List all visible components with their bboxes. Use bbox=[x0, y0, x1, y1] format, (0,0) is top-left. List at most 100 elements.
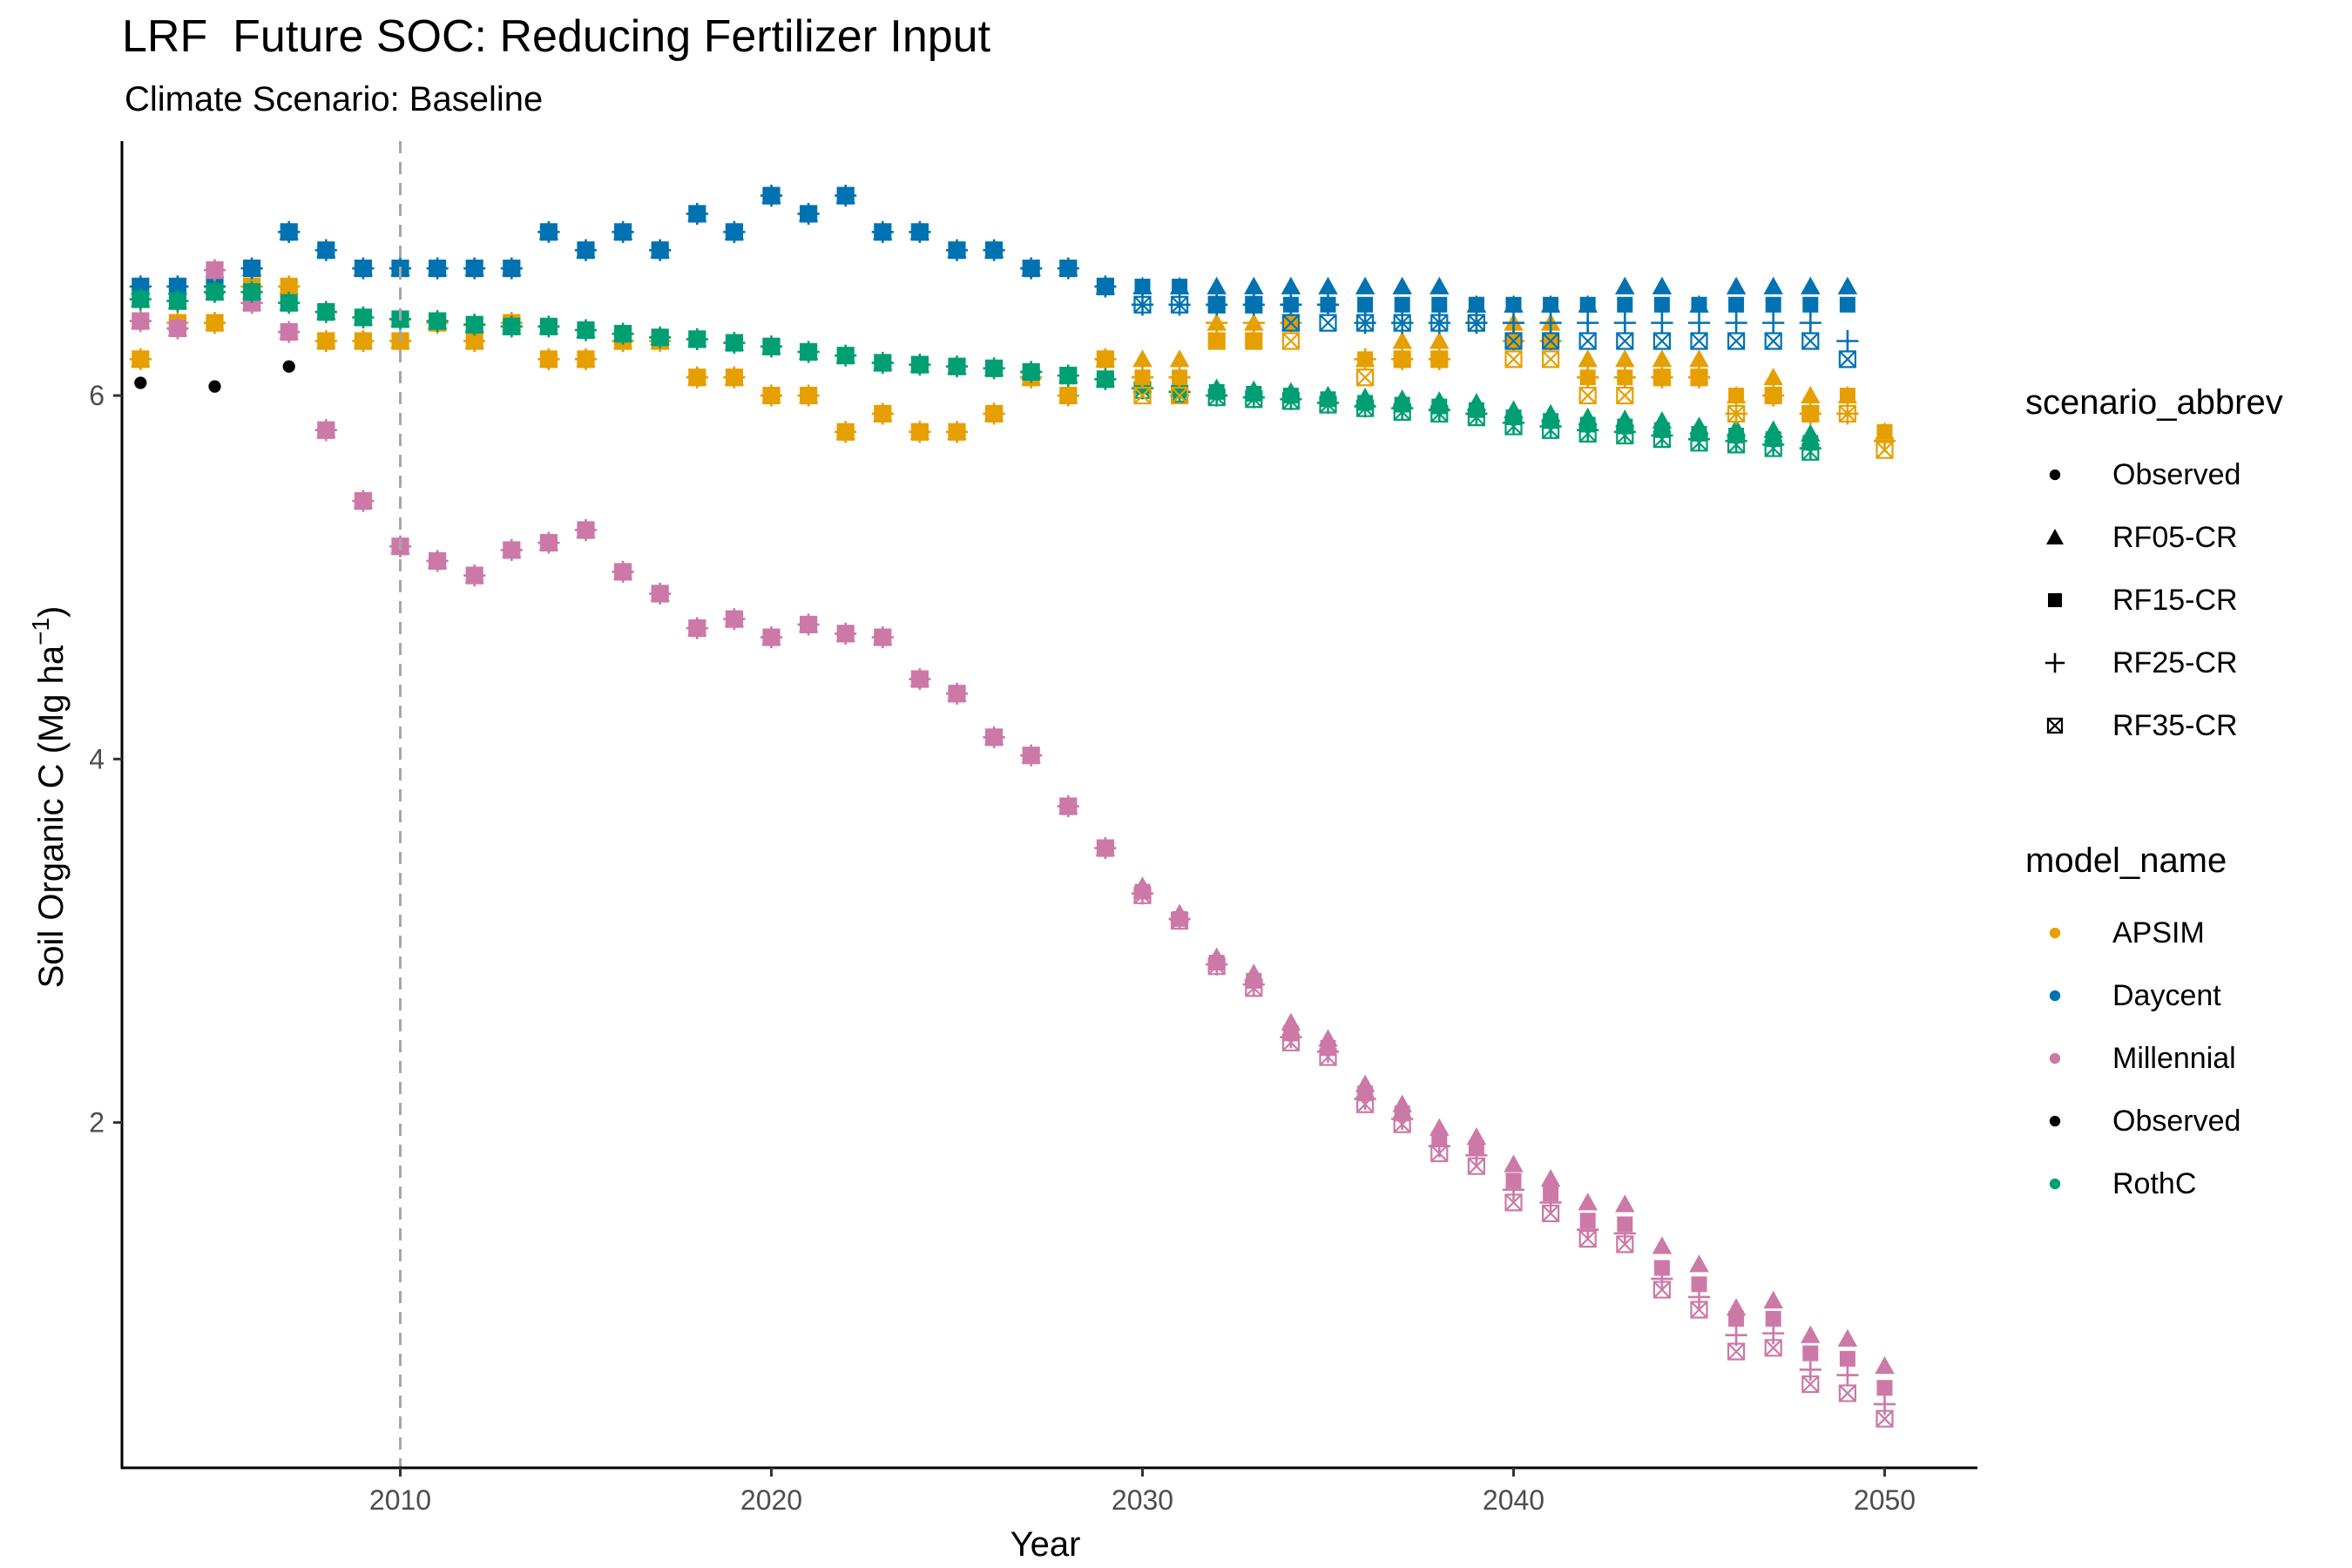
point-daycent-rf15-cr-2040 bbox=[1505, 296, 1522, 313]
point-daycent-rf25-cr-2047 bbox=[1762, 312, 1785, 335]
legend-symbol-circle bbox=[2049, 1178, 2061, 1190]
point-millennial-rf35-cr-2039 bbox=[1467, 1157, 1485, 1175]
point-apsim-rf35-cr-2025 bbox=[948, 422, 966, 441]
point-daycent-rf25-cr-2046 bbox=[1725, 312, 1747, 335]
point-rothc-rf35-cr-2016 bbox=[614, 325, 632, 343]
point-daycent-rf05-cr-2046 bbox=[1726, 276, 1747, 294]
point-millennial-rf35-cr-2042 bbox=[1578, 1230, 1597, 1248]
legend-model-item-daycent: Daycent bbox=[2025, 964, 2240, 1027]
legend-model-item-millennial: Millennial bbox=[2025, 1027, 2240, 1090]
point-daycent-rf35-cr-2035 bbox=[1319, 314, 1337, 332]
point-daycent-rf05-cr-2038 bbox=[1429, 276, 1450, 294]
point-millennial-rf35-cr-2018 bbox=[688, 619, 706, 638]
point-millennial-rf35-cr-2003 bbox=[132, 312, 150, 330]
point-rothc-rf35-cr-2039 bbox=[1467, 409, 1485, 427]
point-daycent-rf35-cr-2022 bbox=[836, 186, 855, 205]
point-daycent-rf35-cr-2048 bbox=[1801, 332, 1820, 350]
point-millennial-rf25-cr-2041 bbox=[1539, 1191, 1562, 1213]
point-observed-2005 bbox=[208, 380, 221, 393]
point-apsim-rf05-cr-2030 bbox=[1132, 349, 1152, 368]
point-apsim-rf15-cr-2046 bbox=[1728, 388, 1745, 404]
point-daycent-rf25-cr-2035 bbox=[1316, 294, 1340, 316]
legend-model-item-key-observed bbox=[2049, 1115, 2061, 1127]
legend-symbol-circle bbox=[2049, 469, 2061, 481]
legend-scenario-item-key-rf25-cr bbox=[2044, 652, 2065, 673]
point-rothc-rf35-cr-2027 bbox=[1022, 362, 1040, 382]
point-millennial-rf15-cr-2048 bbox=[1802, 1345, 1819, 1362]
point-daycent-rf35-cr-2031 bbox=[1171, 295, 1189, 314]
point-daycent-rf35-cr-2007 bbox=[280, 223, 298, 241]
point-daycent-rf35-cr-2047 bbox=[1764, 332, 1782, 350]
point-apsim-rf35-cr-2048 bbox=[1801, 404, 1820, 423]
point-millennial-rf35-cr-2044 bbox=[1652, 1281, 1671, 1299]
point-daycent-rf25-cr-2040 bbox=[1502, 312, 1525, 335]
point-apsim-rf35-cr-2044 bbox=[1652, 368, 1671, 387]
point-apsim-rf05-cr-2042 bbox=[1578, 349, 1598, 368]
legend-scenario-item-label: RF15-CR bbox=[2112, 583, 2238, 617]
point-apsim-rf35-cr-2033 bbox=[1245, 332, 1263, 350]
legend-scenario-item-label: RF35-CR bbox=[2112, 708, 2238, 742]
legend-scenario-item-label: RF25-CR bbox=[2112, 645, 2238, 679]
point-millennial-rf15-cr-2050 bbox=[1876, 1380, 1893, 1396]
point-rothc-rf35-cr-2003 bbox=[132, 290, 150, 308]
legend-model-item-key-millennial bbox=[2049, 1052, 2061, 1064]
point-daycent-rf05-cr-2033 bbox=[1244, 276, 1264, 294]
point-millennial-rf25-cr-2040 bbox=[1502, 1179, 1525, 1201]
point-daycent-rf35-cr-2028 bbox=[1059, 259, 1078, 278]
point-daycent-rf05-cr-2043 bbox=[1615, 276, 1635, 294]
point-apsim-rf35-cr-2019 bbox=[725, 368, 743, 387]
point-rothc-rf35-cr-2041 bbox=[1542, 421, 1560, 439]
point-daycent-rf35-cr-2032 bbox=[1207, 295, 1226, 314]
point-daycent-rf35-cr-2021 bbox=[800, 205, 818, 223]
x-tick-label: 2040 bbox=[1483, 1484, 1544, 1516]
point-daycent-rf35-cr-2037 bbox=[1393, 314, 1411, 332]
legend-symbol-triangle bbox=[2046, 529, 2064, 544]
point-millennial-rf35-cr-2034 bbox=[1281, 1033, 1300, 1051]
legend-scenario-item-rf05-cr: RF05-CR bbox=[2025, 506, 2283, 569]
legend-scenario-item-key-rf15-cr bbox=[2048, 593, 2062, 607]
point-daycent-rf15-cr-2045 bbox=[1691, 296, 1707, 313]
point-apsim-rf35-cr-2040 bbox=[1504, 350, 1523, 368]
point-apsim-rf35-cr-2029 bbox=[1096, 350, 1114, 368]
point-daycent-rf35-cr-2041 bbox=[1542, 332, 1560, 350]
point-apsim-rf05-cr-2037 bbox=[1392, 331, 1412, 349]
data-marks bbox=[129, 184, 1896, 1428]
point-rothc-rf35-cr-2046 bbox=[1727, 436, 1746, 454]
point-millennial-rf35-cr-2028 bbox=[1059, 797, 1078, 815]
point-daycent-rf15-cr-2044 bbox=[1653, 296, 1670, 313]
point-millennial-rf05-cr-2041 bbox=[1540, 1169, 1561, 1187]
point-rothc-rf35-cr-2012 bbox=[465, 315, 483, 334]
legend-model-item-label: APSIM bbox=[2112, 916, 2205, 950]
point-millennial-rf25-cr-2039 bbox=[1465, 1144, 1488, 1166]
point-daycent-rf05-cr-2034 bbox=[1281, 276, 1301, 294]
point-millennial-rf05-cr-2045 bbox=[1689, 1254, 1709, 1273]
point-millennial-rf05-cr-2040 bbox=[1504, 1154, 1524, 1173]
point-apsim-rf05-cr-2043 bbox=[1615, 349, 1635, 368]
point-rothc-rf35-cr-2005 bbox=[206, 283, 224, 301]
point-millennial-rf35-cr-2037 bbox=[1393, 1115, 1411, 1133]
legend-model-item-observed: Observed bbox=[2025, 1090, 2240, 1152]
point-millennial-rf35-cr-2027 bbox=[1022, 747, 1040, 765]
point-rothc-rf35-cr-2032 bbox=[1207, 389, 1226, 407]
x-tick-label: 2020 bbox=[740, 1484, 802, 1516]
point-daycent-rf35-cr-2029 bbox=[1096, 277, 1114, 296]
point-daycent-rf15-cr-2037 bbox=[1394, 296, 1410, 313]
point-millennial-rf35-cr-2035 bbox=[1319, 1048, 1337, 1066]
point-rothc-rf35-cr-2036 bbox=[1356, 399, 1375, 417]
legend-scenario-item-key-rf35-cr bbox=[2046, 717, 2064, 734]
legend-symbol-circle bbox=[2049, 1115, 2061, 1127]
point-rothc-rf35-cr-2028 bbox=[1059, 367, 1078, 385]
point-apsim-rf25-cr-2042 bbox=[1577, 366, 1599, 389]
point-millennial-rf05-cr-2044 bbox=[1652, 1236, 1673, 1254]
point-rothc-rf35-cr-2035 bbox=[1319, 395, 1337, 414]
point-daycent-rf05-cr-2044 bbox=[1652, 276, 1673, 294]
legend-symbol-square bbox=[2048, 593, 2062, 607]
point-rothc-rf35-cr-2024 bbox=[910, 355, 929, 374]
point-millennial-rf35-cr-2040 bbox=[1504, 1193, 1523, 1212]
point-daycent-rf35-cr-2013 bbox=[503, 259, 521, 278]
point-millennial-rf35-cr-2011 bbox=[429, 551, 447, 571]
point-millennial-rf05-cr-2047 bbox=[1763, 1290, 1783, 1309]
point-millennial-rf35-cr-2048 bbox=[1801, 1375, 1820, 1394]
point-rothc-rf35-cr-2008 bbox=[317, 303, 335, 321]
point-apsim-rf05-cr-2045 bbox=[1689, 349, 1709, 368]
